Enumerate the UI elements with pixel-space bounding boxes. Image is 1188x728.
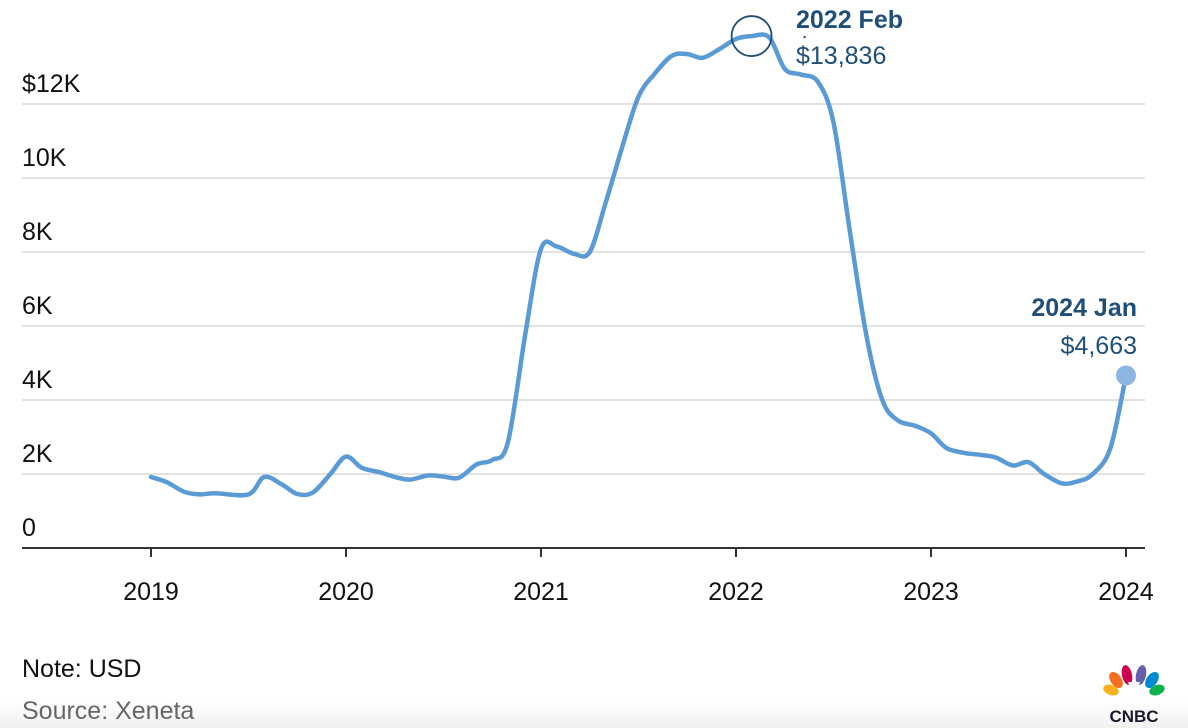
grid-lines [22, 103, 1145, 475]
x-axis: 2019 2020 2021 2022 2023 2024 [22, 547, 1154, 606]
x-tick-label: 2021 [513, 578, 569, 606]
y-tick-label: 0 [22, 514, 36, 542]
x-tick-label: 2024 [1098, 578, 1154, 606]
y-axis-tick-labels: 0 2K 4K 6K 8K 10K $12K [22, 70, 81, 542]
chart-source: Source: Xeneta [22, 697, 195, 725]
annotations: 2022 Feb $13,836 2024 Jan $4,663 [730, 6, 1137, 386]
end-annotation-label: 2024 Jan [1031, 294, 1137, 322]
y-tick-label: $12K [22, 70, 81, 98]
cnbc-logo: CNBC [1103, 665, 1165, 726]
x-tick-label: 2023 [903, 578, 959, 606]
end-annotation-value: $4,663 [1061, 332, 1137, 360]
peak-annotation-value: $13,836 [796, 42, 886, 70]
y-tick-label: 10K [22, 144, 67, 172]
series-group [148, 32, 1129, 498]
y-tick-label: 8K [22, 218, 53, 246]
peak-leader-dot [803, 35, 806, 39]
end-marker-dot [1116, 365, 1136, 386]
y-tick-label: 6K [22, 292, 53, 320]
series-line [148, 32, 1129, 498]
logo-wordmark: CNBC [1109, 707, 1158, 726]
x-tick-label: 2019 [123, 578, 179, 606]
chart-note: Note: USD [22, 655, 142, 683]
peak-annotation-label: 2022 Feb [796, 6, 903, 34]
line-chart: 0 2K 4K 6K 8K 10K $12K 2019 2020 2021 2022 2023 202… [22, 6, 1154, 606]
peak-marker-ring [730, 15, 773, 57]
y-tick-label: 2K [22, 440, 53, 468]
footer-background [0, 700, 1188, 728]
x-tick-label: 2022 [708, 578, 764, 606]
y-tick-label: 4K [22, 366, 53, 394]
peacock-icon [1103, 665, 1165, 698]
x-tick-label: 2020 [318, 578, 374, 606]
